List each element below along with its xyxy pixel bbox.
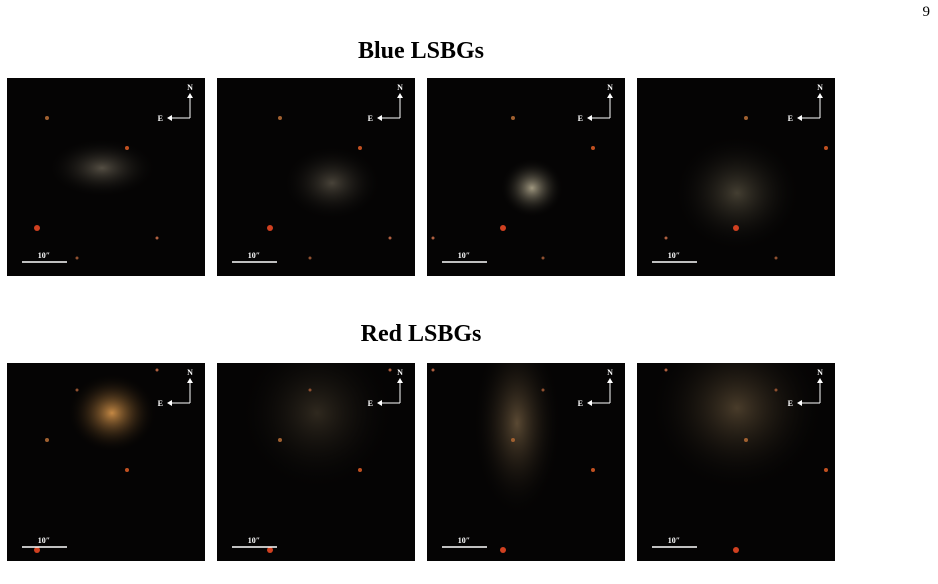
scale-label: 10″ [38,536,50,545]
star [75,256,79,260]
star [45,438,49,442]
star [155,236,159,240]
star [358,468,362,472]
compass-north: N [187,83,193,92]
star [431,236,435,240]
galaxy-image: N E 10″ [637,363,835,561]
arrow-head [167,378,193,406]
star [45,116,49,120]
compass-north: N [187,368,193,377]
star [155,368,159,372]
arrow-head [377,378,403,406]
galaxy-glow [67,373,157,453]
star [125,468,129,472]
galaxy-image: N E 10″ [637,78,835,276]
star [34,225,40,231]
compass-north: N [607,368,613,377]
compass-east: E [158,399,163,408]
star [541,256,545,260]
galaxy-glow [647,363,827,493]
star [388,368,392,372]
scale-label: 10″ [668,536,680,545]
galaxy-glow [282,145,382,221]
star [278,438,282,442]
arrow-head [587,378,613,406]
star [267,225,273,231]
scale-label: 10″ [458,251,470,260]
scale-label: 10″ [38,251,50,260]
star [591,468,595,472]
star [388,236,392,240]
star [358,146,362,150]
star [824,468,828,472]
scale-label: 10″ [668,251,680,260]
star [308,388,312,392]
compass-north: N [397,83,403,92]
compass-north: N [817,83,823,92]
section-heading: Blue LSBGs [357,38,485,64]
galaxy-glow [47,138,157,198]
star [500,225,506,231]
galaxy-image: N E 10″ [7,363,205,561]
galaxy-glow [672,133,802,253]
compass-east: E [788,399,793,408]
star [75,388,79,392]
star [664,236,668,240]
galaxy-image: N E 10″ [427,78,625,276]
compass-east: E [368,114,373,123]
page-number: 9 [922,4,931,20]
galaxy-glow [237,363,397,493]
star [125,146,129,150]
star [34,547,40,553]
arrow-head [377,93,403,121]
compass-east: E [368,399,373,408]
compass-east: E [578,399,583,408]
compass-east: E [578,114,583,123]
star [733,225,739,231]
arrow-head [797,93,823,121]
arrow-head [587,93,613,121]
arrow-head [167,93,193,121]
galaxy-image: N E 10″ [7,78,205,276]
scale-label: 10″ [458,536,470,545]
star [774,388,778,392]
star [774,256,778,260]
compass-east: E [158,114,163,123]
section-heading: Red LSBGs [360,321,482,347]
compass-north: N [397,368,403,377]
scale-label: 10″ [248,251,260,260]
galaxy-glow [500,158,564,218]
star [664,368,668,372]
star [541,388,545,392]
scale-label: 10″ [248,536,260,545]
star [744,116,748,120]
star [824,146,828,150]
galaxy-image: N E 10″ [217,363,415,561]
compass-north: N [607,83,613,92]
star [511,438,515,442]
arrow-head [797,378,823,406]
star [267,547,273,553]
star [308,256,312,260]
galaxy-image: N E 10″ [217,78,415,276]
compass-north: N [817,368,823,377]
compass-east: E [788,114,793,123]
star [431,368,435,372]
star [511,116,515,120]
galaxy-image: N E 10″ [427,363,625,561]
galaxy-glow [472,363,562,518]
star [744,438,748,442]
star [500,547,506,553]
star [278,116,282,120]
star [733,547,739,553]
star [591,146,595,150]
